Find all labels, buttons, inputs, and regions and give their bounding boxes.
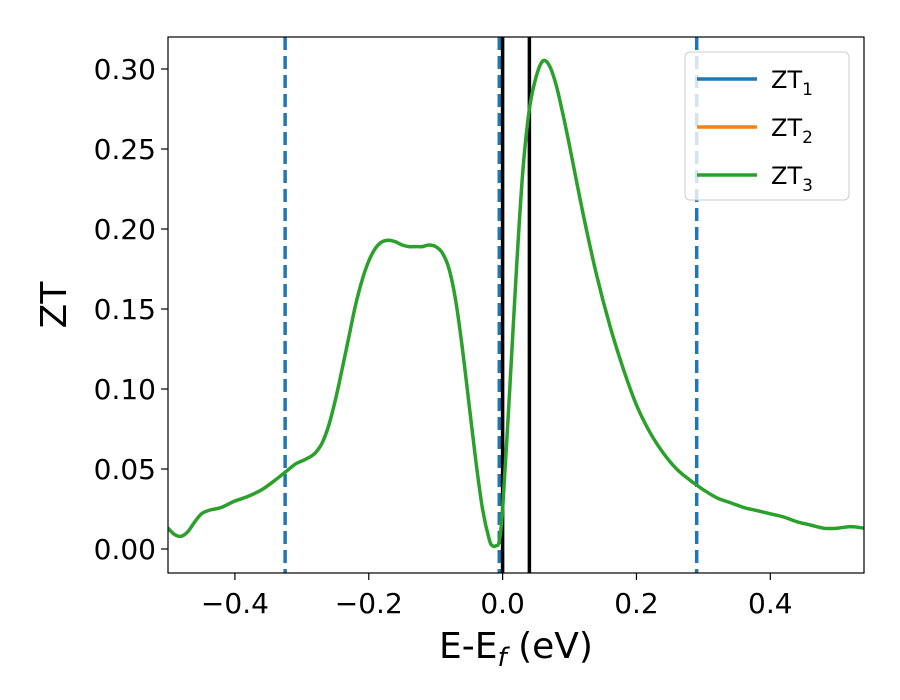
legend: ZT1 ZT2 ZT3 xyxy=(684,51,850,201)
y-tick-label: 0.05 xyxy=(94,453,156,486)
legend-label-zt1: ZT1 xyxy=(771,66,813,100)
axes-frame xyxy=(167,36,865,574)
y-tick-label: 0.10 xyxy=(94,373,156,406)
series-layer xyxy=(168,58,864,549)
x-axis-title: E-Ef (eV) xyxy=(439,626,593,673)
reference-lines xyxy=(283,37,699,573)
y-axis-title: ZT xyxy=(34,281,75,329)
legend-label-zt2: ZT2 xyxy=(771,114,813,148)
y-tick-label: 0.25 xyxy=(94,133,156,166)
y-axis-ticks: 0.00 0.05 0.10 0.15 0.20 0.25 0.30 xyxy=(94,53,168,566)
series-line-zt3 xyxy=(168,58,864,549)
x-tick-label: 0.2 xyxy=(614,587,659,620)
x-axis-title-unit: (eV) xyxy=(507,626,593,667)
x-tick-label: 0.4 xyxy=(748,587,793,620)
y-tick-label: 0.15 xyxy=(94,293,156,326)
legend-box xyxy=(684,51,850,201)
x-axis-title-main: E-E xyxy=(439,626,497,667)
x-tick-label: 0.0 xyxy=(480,587,525,620)
y-tick-label: 0.00 xyxy=(94,533,156,566)
x-tick-label: −0.2 xyxy=(335,587,403,620)
y-tick-label: 0.30 xyxy=(94,53,156,86)
x-axis-ticks: −0.4 −0.2 0.0 0.2 0.4 xyxy=(201,573,793,620)
x-tick-label: −0.4 xyxy=(201,587,269,620)
legend-label-zt3: ZT3 xyxy=(771,162,813,196)
y-tick-label: 0.20 xyxy=(94,213,156,246)
